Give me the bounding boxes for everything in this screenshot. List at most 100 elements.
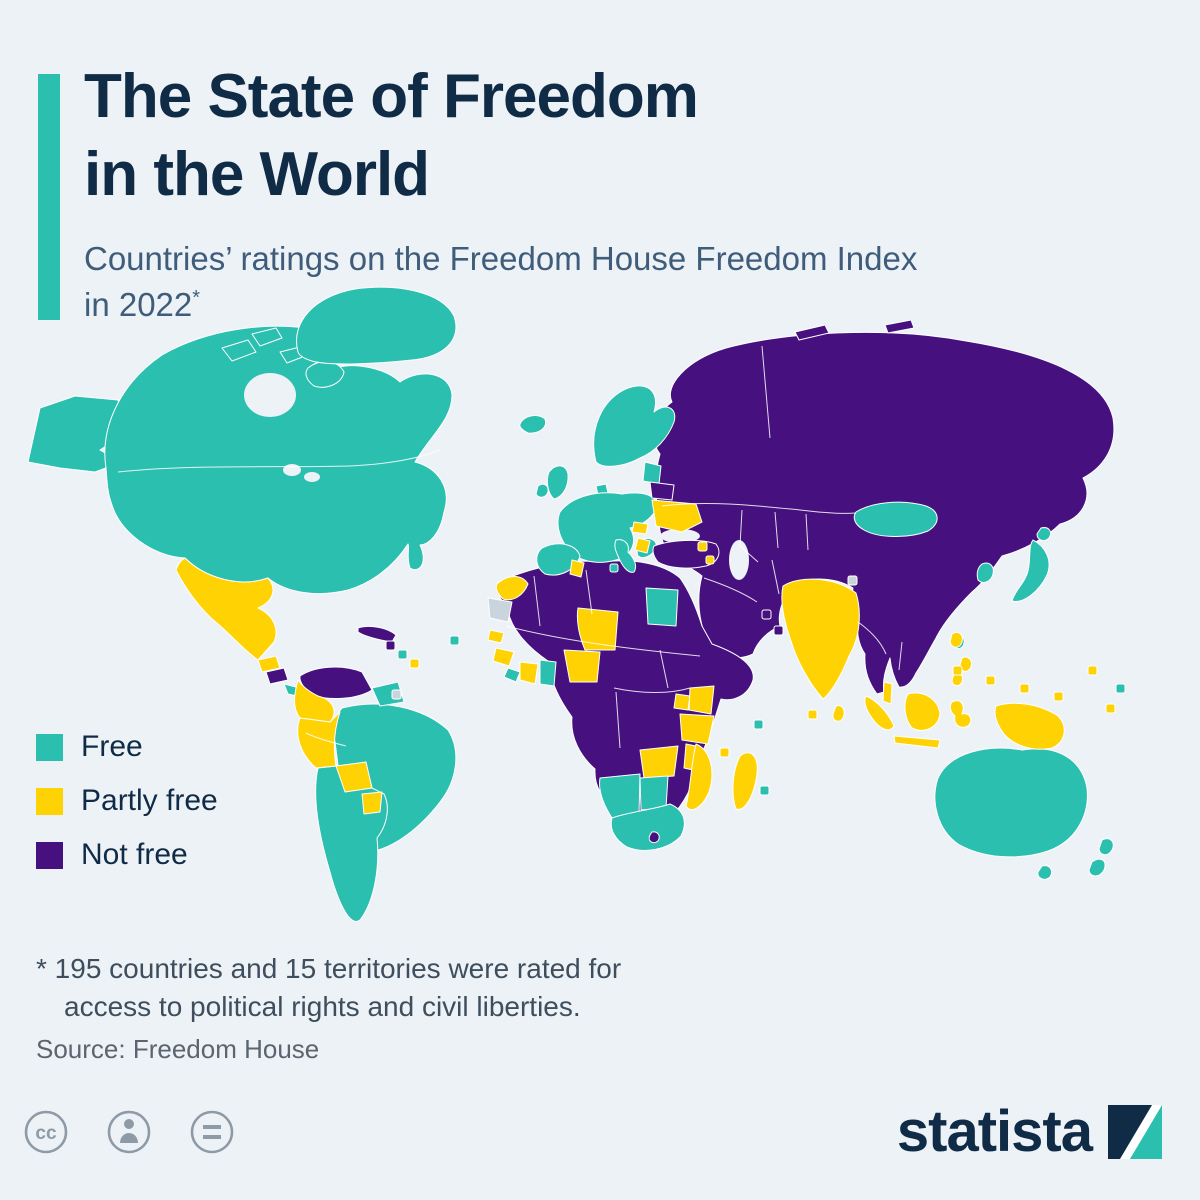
region-south-korea — [976, 562, 994, 583]
region-tanzania — [679, 713, 715, 745]
region-mozambique — [685, 743, 713, 810]
legend-item-partly-free: Partly free — [36, 774, 218, 828]
region-japan — [1011, 539, 1050, 602]
region-nicaragua — [265, 667, 289, 685]
region-java — [893, 735, 941, 749]
region-hokkaido — [1036, 527, 1052, 542]
region-madagascar — [732, 752, 758, 810]
region-tasmania — [1037, 865, 1053, 880]
region-south-africa — [610, 803, 685, 851]
page-subtitle: Countries’ ratings on the Freedom House … — [84, 236, 917, 327]
attribution-person-icon[interactable] — [107, 1110, 151, 1154]
region-sri-lanka — [832, 705, 845, 722]
region-morocco — [495, 576, 529, 601]
territory-square — [847, 575, 858, 586]
region-iberia — [536, 543, 581, 576]
region-guyanas — [371, 681, 405, 707]
region-bolivia — [335, 761, 373, 793]
region-arctic-canada-2 — [251, 327, 283, 347]
region-arctic-canada-1 — [221, 339, 257, 362]
territory-square — [1019, 683, 1030, 694]
map-layer-borders — [117, 345, 903, 749]
title-accent-bar — [38, 74, 60, 320]
region-india-pakistan — [781, 578, 860, 700]
great-lakes-2 — [304, 472, 320, 482]
map-legend: Free Partly free Not free — [36, 720, 218, 882]
territory-square — [719, 747, 730, 758]
region-new-zealand-north — [1098, 838, 1114, 856]
territory-square — [773, 625, 784, 636]
legend-swatch-not-free — [36, 841, 63, 869]
map-layer-overlays — [175, 481, 1065, 851]
region-western-sahara — [487, 597, 513, 623]
territory-square — [807, 709, 818, 720]
territory-square — [985, 675, 996, 686]
region-northeast-africa — [645, 587, 679, 627]
territory-square — [385, 640, 396, 651]
territory-square — [609, 563, 619, 573]
region-guatemala-honduras — [257, 655, 281, 673]
map-layer-territory-squares — [385, 541, 1126, 796]
region-australia — [934, 747, 1088, 858]
region-paraguay — [361, 791, 383, 815]
region-cuba — [357, 625, 397, 643]
region-united-kingdom — [546, 465, 569, 500]
statista-logo-icon — [1108, 1104, 1162, 1159]
region-uganda — [673, 693, 691, 711]
region-ghana — [539, 659, 557, 687]
territory-square — [409, 658, 420, 669]
region-italy — [614, 539, 637, 573]
cc-icon[interactable]: cc — [24, 1110, 68, 1154]
territory-square — [1115, 683, 1126, 694]
territory-square — [1087, 665, 1098, 676]
territory-square — [952, 665, 963, 676]
caspian-sea — [729, 540, 749, 580]
legend-swatch-partly-free — [36, 787, 63, 815]
region-lesotho — [648, 831, 660, 844]
svg-text:cc: cc — [35, 1123, 57, 1144]
region-sumatra — [864, 695, 895, 731]
region-scandinavia — [593, 385, 676, 467]
region-namibia — [599, 773, 641, 819]
region-belarus — [649, 481, 675, 501]
legend-item-not-free: Not free — [36, 828, 218, 882]
region-serbia-bosnia — [634, 537, 651, 554]
region-liberia — [503, 667, 521, 683]
territory-square — [705, 555, 715, 565]
region-greenland — [296, 286, 457, 365]
region-sulawesi — [949, 700, 972, 728]
legend-swatch-free — [36, 733, 63, 761]
title-line-1: The State of Freedom — [84, 62, 699, 131]
territory-square — [1053, 691, 1064, 702]
footnote-marker: * — [192, 286, 201, 309]
region-senegal — [487, 629, 505, 644]
legend-label-partly-free: Partly free — [81, 784, 218, 817]
great-lakes-1 — [283, 464, 301, 476]
region-borneo — [904, 692, 941, 731]
territory-square — [391, 689, 402, 700]
map-layer-seas — [244, 373, 749, 708]
territory-square — [449, 635, 460, 646]
legend-label-not-free: Not free — [81, 838, 188, 871]
region-ecuador-peru — [297, 711, 341, 769]
region-iceland — [519, 415, 547, 434]
map-layer-free-base — [27, 286, 1114, 922]
source-line: Source: Freedom House — [36, 1034, 320, 1064]
territory-square — [761, 609, 772, 620]
region-mongolia — [853, 501, 938, 538]
statista-branding[interactable]: statista — [897, 1098, 1162, 1165]
territory-square — [1105, 703, 1116, 714]
footnote: * 195 countries and 15 territories were … — [36, 950, 621, 1026]
region-baltics — [642, 461, 662, 485]
equal-share-icon[interactable] — [190, 1110, 234, 1154]
region-ireland — [535, 483, 549, 498]
statista-wordmark: statista — [896, 1099, 1093, 1164]
region-tunisia — [569, 559, 585, 578]
region-niger — [576, 607, 619, 651]
region-hungary — [631, 521, 649, 535]
region-ivory-coast — [519, 661, 539, 685]
region-canada-usa — [104, 325, 453, 595]
footnote-line-2: access to political rights and civil lib… — [64, 990, 581, 1022]
region-malaysia-peninsula — [882, 681, 893, 705]
territory-square — [397, 649, 408, 660]
